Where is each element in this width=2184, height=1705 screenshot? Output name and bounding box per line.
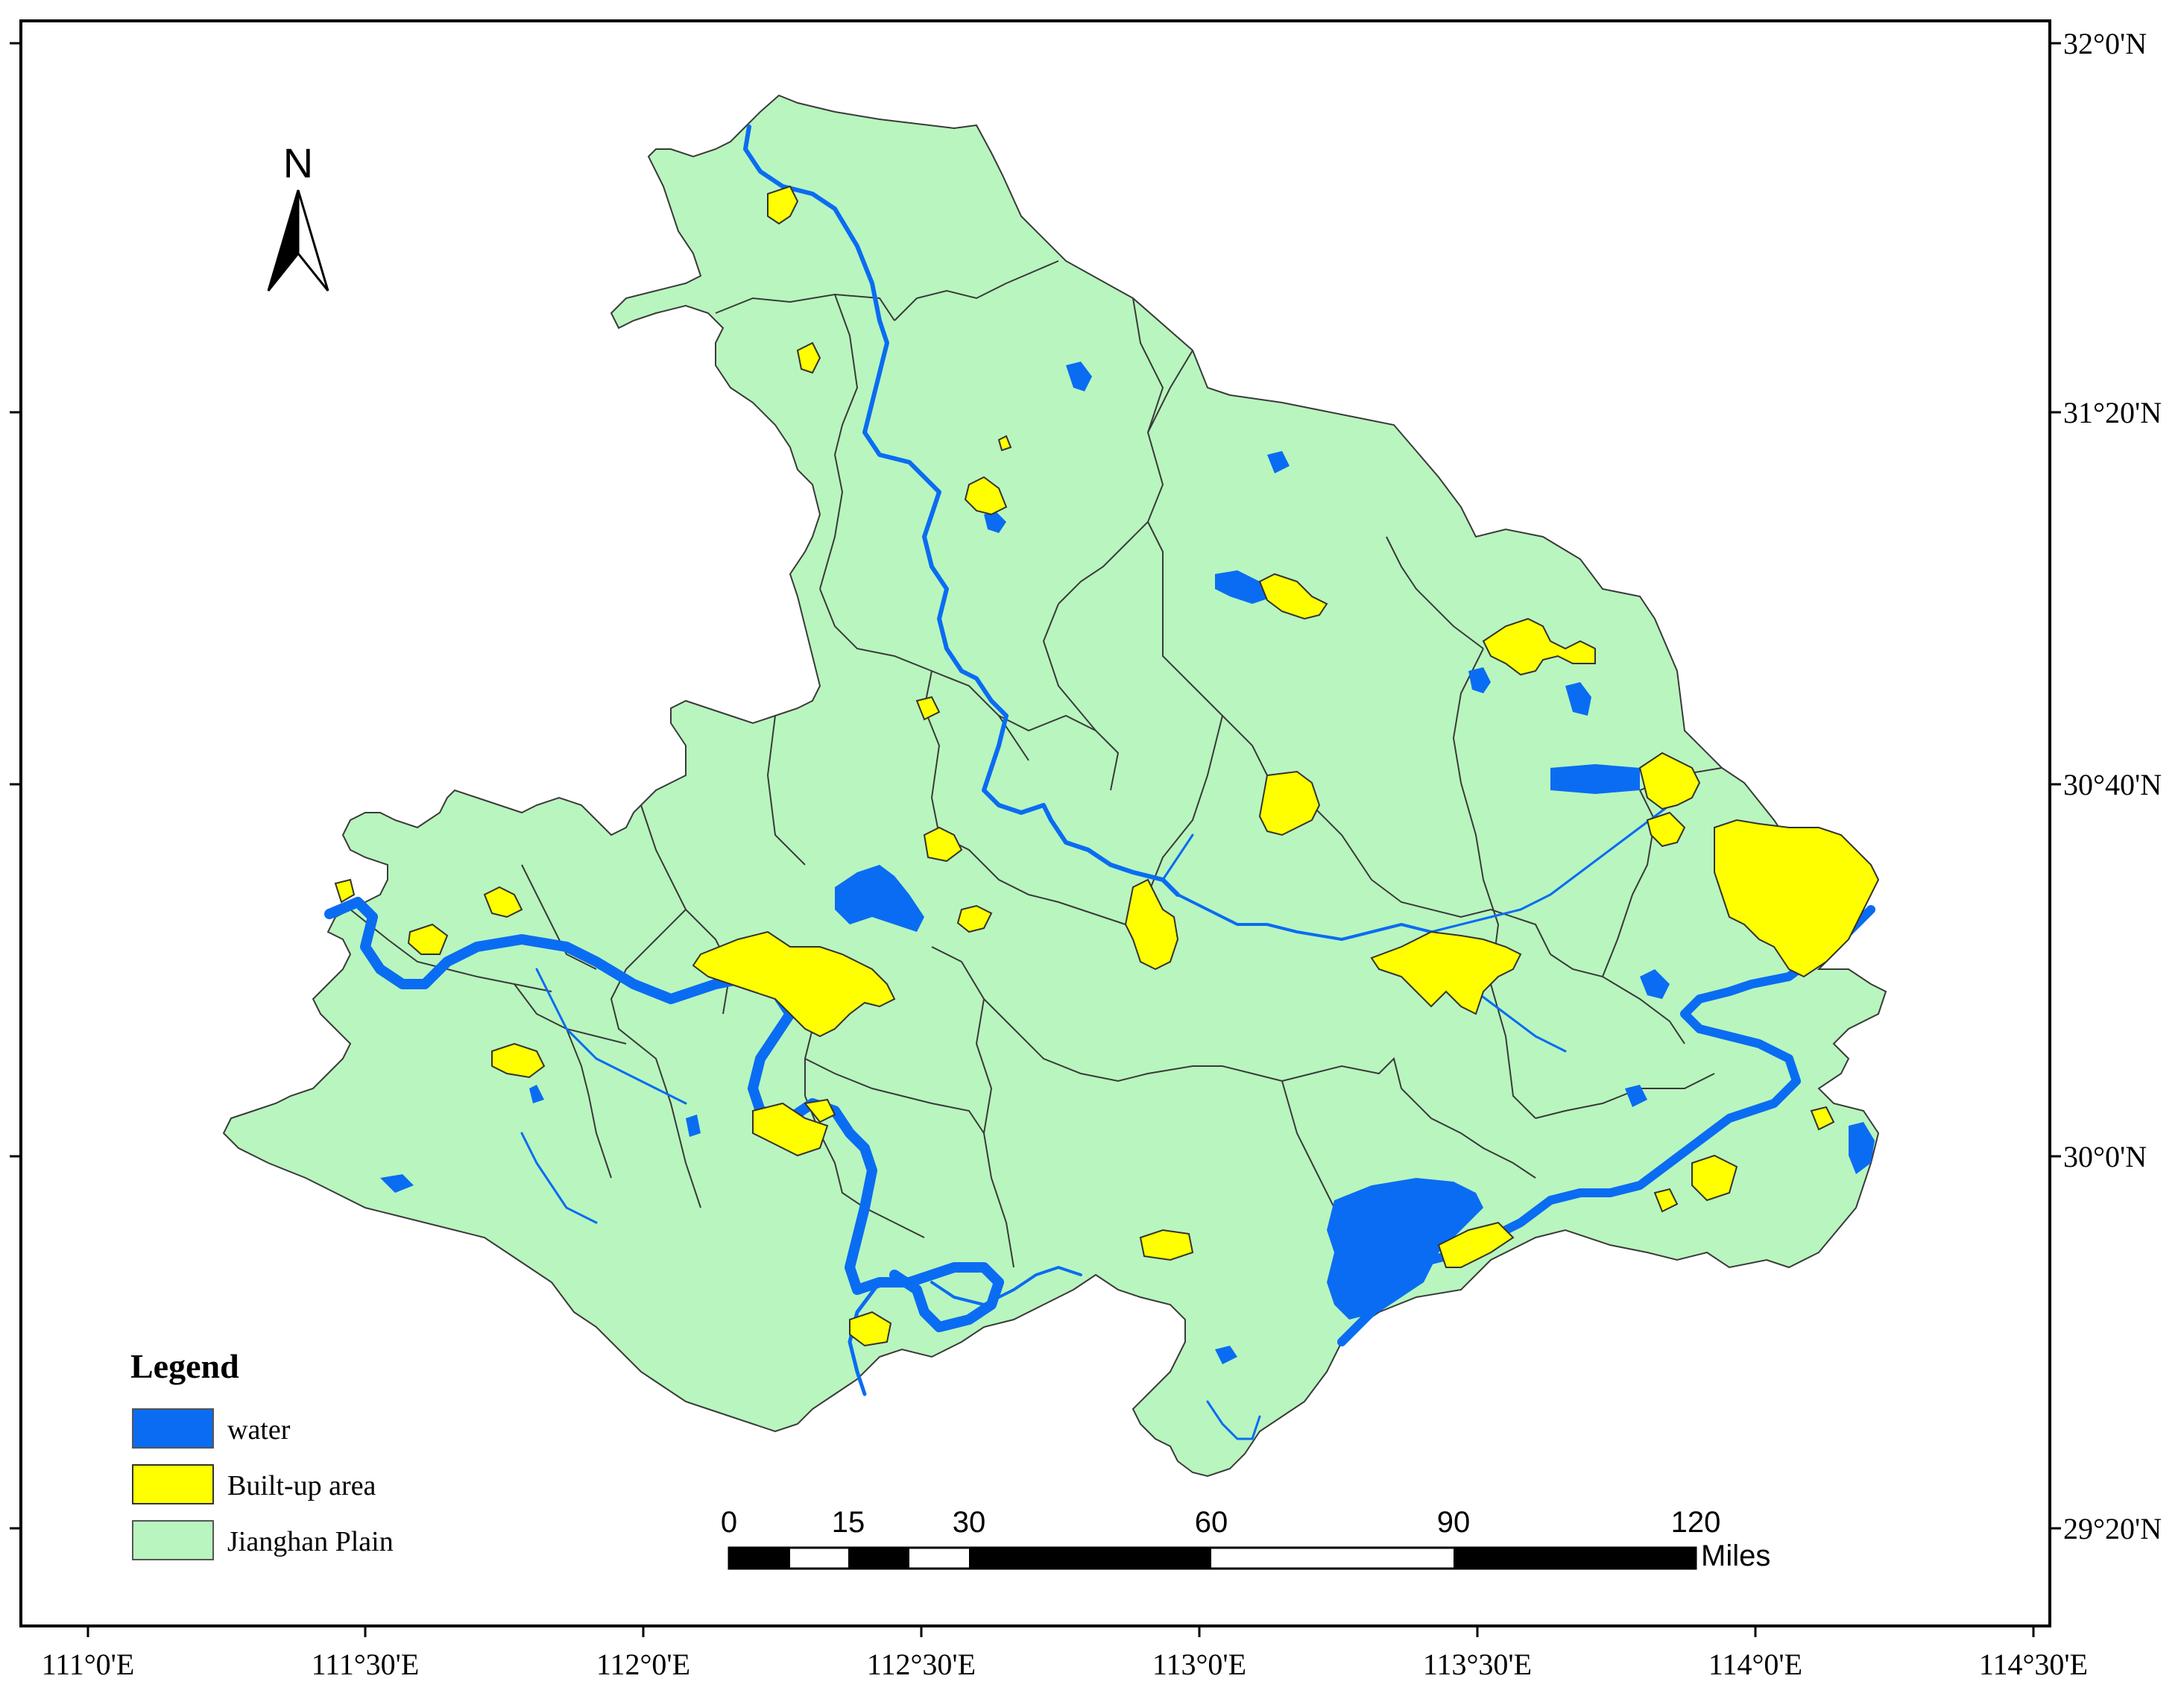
scale-tick-90: 90 <box>1437 1506 1471 1539</box>
scale-tick-60: 60 <box>1195 1506 1228 1539</box>
y-axis-labels: 32°0'N 31°20'N 30°40'N 30°0'N 29°20'N <box>2063 27 2162 1545</box>
qianjiang-built-up <box>1124 878 1179 971</box>
scale-tick-0: 0 <box>721 1506 737 1539</box>
y-label-3: 30°0'N <box>2063 1140 2147 1173</box>
scale-tick-15: 15 <box>832 1506 865 1539</box>
legend-swatch-plain <box>132 1520 214 1560</box>
x-label-4: 113°0'E <box>1152 1648 1246 1681</box>
scale-tick-120: 120 <box>1671 1506 1721 1539</box>
x-label-7: 114°30'E <box>1979 1648 2088 1681</box>
y-label-4: 29°20'N <box>2063 1512 2162 1545</box>
wuhan-built-up <box>1714 819 1880 978</box>
honghu-lake <box>1327 1178 1483 1320</box>
han-river <box>743 125 1180 897</box>
legend: Legend water Built-up area Jianghan Plai… <box>130 1347 394 1560</box>
scale-seg-7 <box>1454 1548 1696 1569</box>
tianmen-built-up <box>1258 770 1321 836</box>
scale-seg-3 <box>848 1548 909 1569</box>
legend-label-built-up: Built-up area <box>227 1470 376 1501</box>
scale-tick-30: 30 <box>953 1506 986 1539</box>
xiantao-built-up <box>1370 930 1522 1015</box>
x-label-1: 111°30'E <box>312 1648 420 1681</box>
x-label-6: 114°0'E <box>1708 1648 1802 1681</box>
x-label-3: 112°30'E <box>867 1648 976 1681</box>
x-axis-labels: 111°0'E 111°30'E 112°0'E 112°30'E 113°0'… <box>42 1648 2088 1681</box>
x-label-0: 111°0'E <box>42 1648 135 1681</box>
scale-bar: 0 15 30 60 90 120 Miles <box>721 1506 1770 1572</box>
north-arrow: N <box>267 139 329 291</box>
x-label-2: 112°0'E <box>596 1648 690 1681</box>
legend-title: Legend <box>130 1347 239 1385</box>
legend-swatch-built-up <box>132 1464 214 1504</box>
x-label-5: 113°30'E <box>1423 1648 1532 1681</box>
legend-label-water: water <box>227 1414 291 1446</box>
axis-ticks <box>10 42 2061 1637</box>
north-arrow-icon <box>267 189 300 291</box>
y-label-1: 31°20'N <box>2063 396 2162 429</box>
scale-seg-1 <box>729 1548 790 1569</box>
north-arrow-label: N <box>283 139 313 186</box>
hanchuan-built-up <box>1482 617 1596 676</box>
scale-seg-5 <box>969 1548 1211 1569</box>
y-label-2: 30°40'N <box>2063 768 2162 801</box>
legend-label-plain: Jianghan Plain <box>227 1526 394 1557</box>
y-label-0: 32°0'N <box>2063 27 2147 60</box>
scale-unit: Miles <box>1701 1539 1770 1572</box>
legend-swatch-water <box>132 1408 214 1449</box>
jingzhou-built-up <box>692 930 896 1038</box>
map-frame <box>19 19 2051 1627</box>
built-up-areas <box>334 185 1880 1347</box>
